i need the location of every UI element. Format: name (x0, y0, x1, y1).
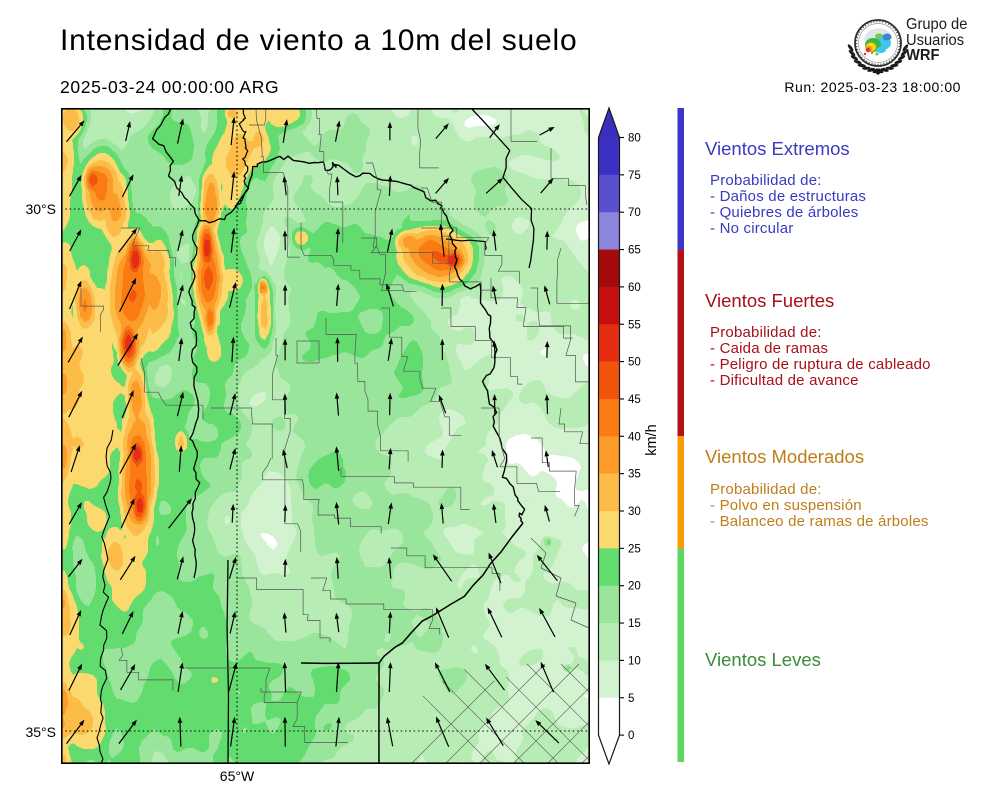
svg-text:55: 55 (628, 319, 641, 331)
svg-text:35: 35 (628, 469, 641, 481)
svg-text:60: 60 (628, 282, 641, 294)
svg-text:25: 25 (628, 543, 641, 555)
svg-text:15: 15 (628, 618, 641, 630)
svg-text:10: 10 (628, 655, 641, 667)
svg-text:30: 30 (628, 506, 641, 518)
svg-text:km/h: km/h (644, 424, 660, 455)
svg-text:70: 70 (628, 207, 641, 219)
svg-text:50: 50 (628, 357, 641, 369)
svg-text:5: 5 (628, 693, 634, 705)
svg-text:20: 20 (628, 581, 641, 593)
svg-text:40: 40 (628, 431, 641, 443)
svg-text:80: 80 (628, 133, 641, 145)
svg-text:0: 0 (628, 730, 634, 742)
svg-text:45: 45 (628, 394, 641, 406)
svg-text:75: 75 (628, 170, 641, 182)
svg-text:65: 65 (628, 245, 641, 257)
